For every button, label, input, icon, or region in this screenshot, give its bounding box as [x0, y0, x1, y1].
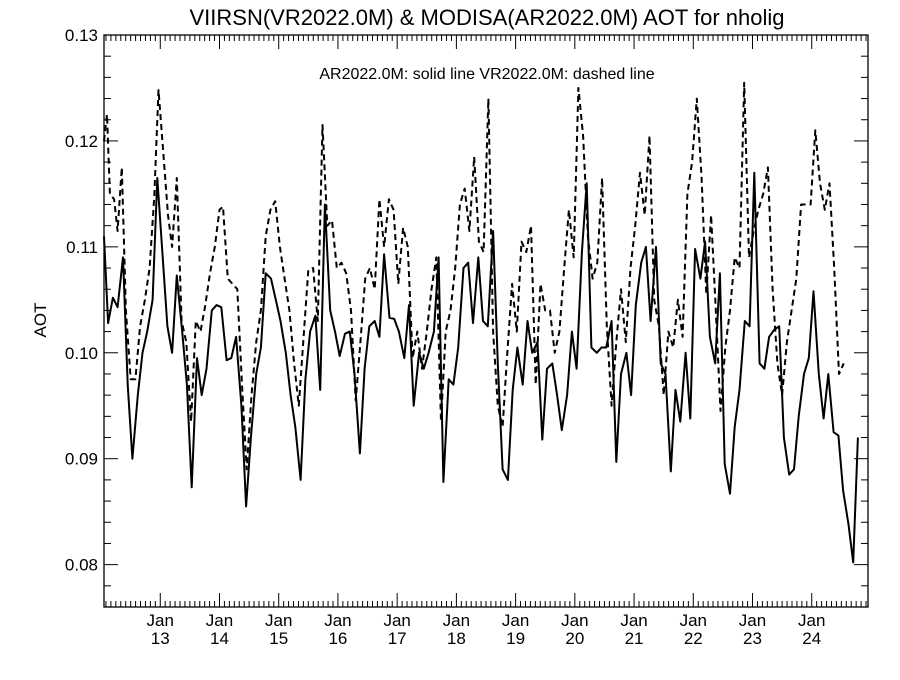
x-tick-label-month: Jan — [798, 611, 825, 630]
x-tick-label-month: Jan — [206, 611, 233, 630]
x-tick-label-year: 22 — [684, 629, 703, 648]
plot-frame — [103, 34, 869, 608]
chart-title: VIIRSN(VR2022.0M) & MODISA(AR2022.0M) AO… — [189, 5, 784, 30]
y-tick-label: 0.08 — [65, 556, 98, 575]
y-tick-label: 0.12 — [65, 132, 98, 151]
x-tick-label-year: 18 — [447, 629, 466, 648]
line-style-annotation: AR2022.0M: solid line VR2022.0M: dashed … — [319, 66, 654, 83]
x-tick-label-year: 20 — [565, 629, 584, 648]
x-tick-label-year: 14 — [210, 629, 229, 648]
x-tick-label-month: Jan — [265, 611, 292, 630]
y-tick-label: 0.11 — [66, 238, 98, 257]
x-tick-label-month: Jan — [443, 611, 470, 630]
x-tick-label-month: Jan — [680, 611, 707, 630]
x-tick-label-month: Jan — [147, 611, 174, 630]
series-line-vr2022-dashed — [103, 81, 845, 471]
x-tick-label-month: Jan — [324, 611, 351, 630]
x-tick-label-year: 23 — [743, 629, 762, 648]
y-tick-label: 0.09 — [65, 450, 98, 469]
axis-ticks — [104, 34, 868, 608]
y-axis-label: AOT — [31, 303, 50, 338]
x-tick-label-year: 16 — [328, 629, 347, 648]
data-series — [103, 81, 859, 564]
y-tick-label: 0.13 — [65, 26, 98, 45]
x-tick-label-year: 21 — [625, 629, 644, 648]
x-tick-label-year: 15 — [269, 629, 288, 648]
x-tick-label-year: 19 — [506, 629, 525, 648]
x-tick-label-month: Jan — [620, 611, 647, 630]
axis-tick-labels: 0.080.090.100.110.120.13Jan13Jan14Jan15J… — [65, 26, 826, 648]
x-tick-label-year: 24 — [802, 629, 821, 648]
x-tick-label-month: Jan — [739, 611, 766, 630]
series-line-ar2022-solid — [103, 171, 859, 564]
x-tick-label-year: 13 — [151, 629, 170, 648]
y-tick-label: 0.10 — [65, 344, 98, 363]
x-tick-label-year: 17 — [388, 629, 407, 648]
x-tick-label-month: Jan — [561, 611, 588, 630]
x-tick-label-month: Jan — [502, 611, 529, 630]
x-tick-label-month: Jan — [383, 611, 410, 630]
